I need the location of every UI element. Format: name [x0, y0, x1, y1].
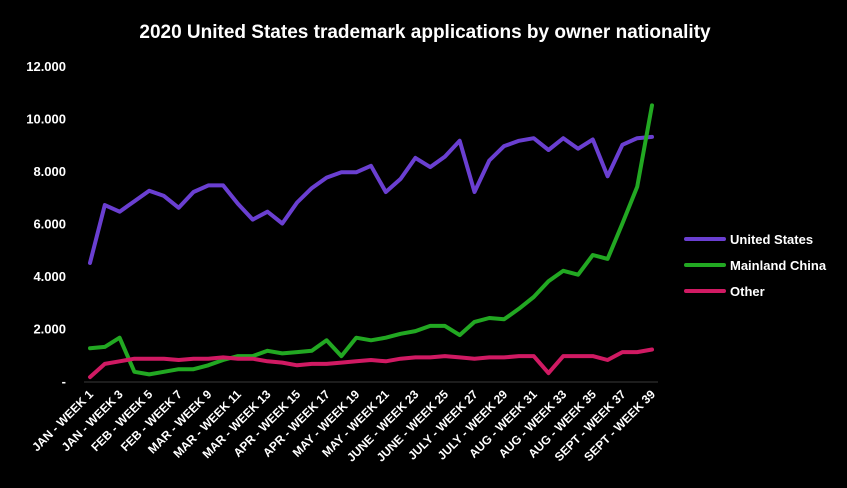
y-tick-label: 10.000	[26, 112, 66, 127]
series-line-united-states	[88, 134, 654, 265]
chart-title: 2020 United States trademark application…	[139, 22, 711, 43]
series-line-other	[88, 347, 654, 380]
y-tick-label: 4.000	[33, 269, 66, 284]
y-tick-label: 12.000	[26, 59, 66, 74]
y-tick-label: 2.000	[33, 322, 66, 337]
legend-label: Other	[730, 284, 765, 299]
legend: United States Mainland China Other	[684, 232, 827, 299]
series-lines	[88, 103, 654, 380]
legend-label: United States	[730, 232, 813, 247]
y-tick-label: -	[62, 374, 66, 389]
series-line-mainland-china	[88, 103, 654, 377]
y-tick-label: 6.000	[33, 217, 66, 232]
y-axis: - 2.000 4.000 6.000 8.000 10.000 12.000	[26, 59, 66, 389]
y-tick-label: 8.000	[33, 164, 66, 179]
legend-label: Mainland China	[730, 258, 827, 273]
